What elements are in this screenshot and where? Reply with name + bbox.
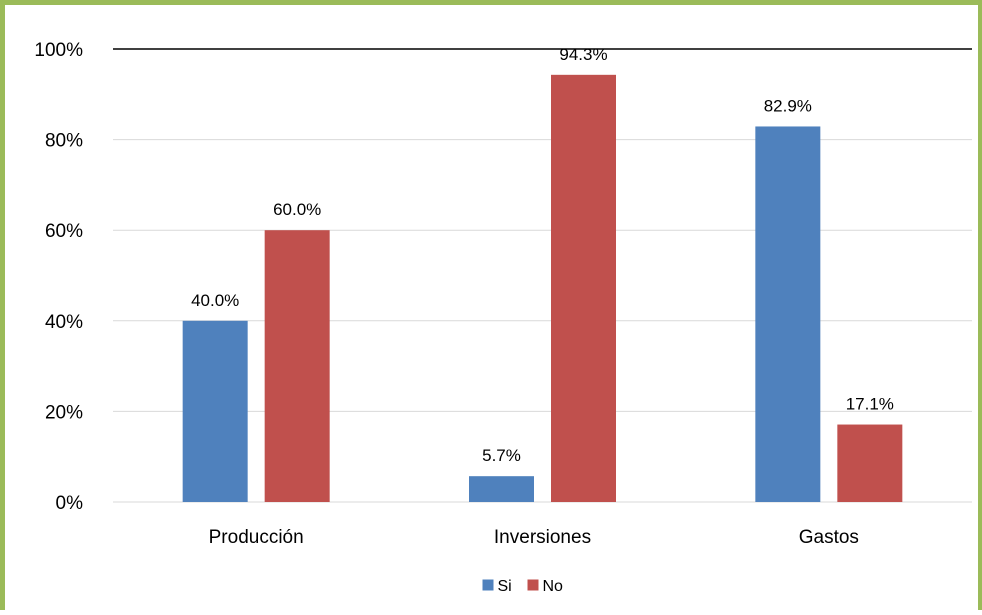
legend-swatch-si <box>482 579 494 591</box>
y-tick-label: 0% <box>56 493 84 514</box>
y-tick-label: 100% <box>34 40 83 61</box>
bar-si <box>469 476 534 502</box>
data-label: 60.0% <box>273 200 321 219</box>
x-category-label: Inversiones <box>494 527 591 548</box>
data-label: 94.3% <box>559 45 607 64</box>
data-label: 40.0% <box>191 291 239 310</box>
x-category-label: Gastos <box>799 527 859 548</box>
legend-swatch-no <box>527 579 539 591</box>
bar-no <box>551 74 616 503</box>
legend-label-si: Si <box>498 578 512 595</box>
data-label: 82.9% <box>764 96 812 115</box>
gridlines <box>113 48 972 503</box>
bar-no <box>264 230 330 502</box>
bar-si <box>755 126 821 502</box>
y-tick-label: 40% <box>45 312 83 333</box>
y-tick-label: 80% <box>45 131 83 152</box>
data-labels: 40.0% 5.7% 82.9% 60.0% 94.3% 17.1% <box>191 45 894 465</box>
legend-label-no: No <box>543 578 564 595</box>
bars <box>182 74 903 503</box>
x-axis-categories: Producción Inversiones Gastos <box>209 527 859 548</box>
data-label: 5.7% <box>482 446 521 465</box>
y-axis-ticks: 0% 20% 40% 60% 80% 100% <box>34 40 83 514</box>
data-label: 17.1% <box>846 395 894 414</box>
bar-si <box>182 320 248 502</box>
legend: Si No <box>482 578 564 595</box>
y-tick-label: 60% <box>45 221 83 242</box>
bar-no <box>837 424 903 502</box>
bar-chart: 0% 20% 40% 60% 80% 100% 40.0% 5.7% 82.9% 60.0% 94… <box>34 40 972 595</box>
x-category-label: Producción <box>209 527 304 548</box>
y-tick-label: 20% <box>45 402 83 423</box>
